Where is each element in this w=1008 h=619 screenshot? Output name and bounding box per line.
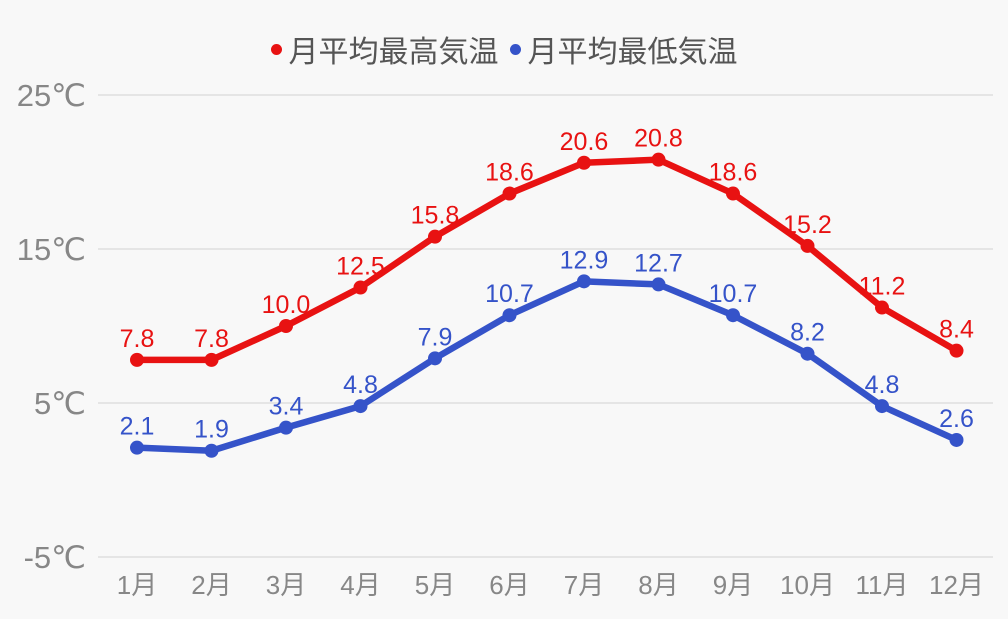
x-axis-tick-label: 9月 [713, 570, 753, 600]
x-axis-tick-label: 10月 [780, 570, 835, 600]
data-point-value-label: 3.4 [269, 393, 304, 421]
data-point-value-label: 2.1 [120, 413, 155, 441]
data-point-marker [577, 155, 591, 170]
data-point-marker [502, 186, 517, 201]
data-point-marker [875, 399, 889, 414]
data-point-marker [428, 229, 442, 244]
data-point-value-label: 10.7 [485, 280, 534, 308]
data-point-marker [130, 352, 144, 367]
legend-min-temp-label: 月平均最低気温 [527, 36, 738, 69]
data-point-value-label: 20.6 [560, 128, 609, 156]
data-point-value-label: 20.8 [634, 125, 683, 153]
data-point-value-label: 18.6 [709, 159, 758, 187]
x-axis-tick-label: 11月 [856, 570, 909, 600]
data-point-marker [651, 277, 666, 292]
legend-max-temp-dot-icon [270, 43, 282, 55]
data-point-marker [130, 440, 144, 455]
data-point-value-label: 12.5 [336, 253, 385, 281]
data-point-value-label: 12.9 [560, 246, 609, 274]
x-axis-tick-label: 8月 [638, 570, 678, 600]
data-point-marker [353, 280, 368, 295]
x-axis-tick-label: 12月 [929, 570, 984, 600]
data-point-marker [651, 152, 666, 167]
data-point-value-label: 8.2 [790, 319, 825, 347]
x-axis-tick-label: 3月 [266, 570, 306, 600]
legend-min-temp-dot-icon [509, 43, 521, 55]
y-axis-tick-label: -5℃ [24, 540, 86, 575]
data-point-marker [428, 351, 442, 366]
x-axis-tick-label: 2月 [191, 570, 231, 600]
data-point-value-label: 7.8 [194, 325, 229, 353]
data-point-value-label: 7.9 [418, 323, 453, 351]
data-point-marker [204, 352, 219, 367]
data-point-value-label: 7.8 [120, 325, 155, 353]
x-axis-tick-label: 7月 [564, 570, 604, 600]
x-axis-tick-label: 4月 [340, 570, 380, 600]
data-point-marker [279, 420, 293, 435]
y-axis-tick-label: 5℃ [34, 386, 86, 421]
data-point-value-label: 12.7 [634, 249, 683, 277]
data-point-marker [800, 238, 815, 253]
data-point-value-label: 11.2 [859, 273, 906, 301]
data-point-value-label: 8.4 [939, 316, 974, 344]
data-point-marker [949, 343, 964, 358]
series-line-1 [133, 278, 960, 454]
x-axis-tick-label: 5月 [415, 570, 455, 600]
data-point-marker [726, 308, 740, 323]
data-point-value-label: 2.6 [939, 405, 974, 433]
x-axis-tick-label: 1月 [117, 570, 157, 600]
data-point-value-label: 15.8 [411, 202, 460, 230]
data-point-value-label: 15.2 [783, 211, 832, 239]
data-point-marker [279, 319, 293, 333]
data-point-marker [726, 186, 740, 201]
series-line-0 [133, 156, 960, 364]
chart-legend: 月平均最高気温 月平均最低気温 [0, 27, 1008, 71]
data-point-marker [577, 274, 591, 289]
data-point-value-label: 18.6 [485, 159, 534, 187]
data-point-marker [875, 300, 889, 315]
data-point-value-label: 10.7 [709, 280, 758, 308]
x-axis-tick-label: 6月 [489, 570, 529, 600]
legend-item-monthly-avg-high[interactable]: 月平均最高気温 [270, 27, 499, 71]
data-point-value-label: 1.9 [194, 416, 229, 444]
legend-max-temp-label: 月平均最高気温 [288, 36, 499, 69]
data-point-marker [353, 399, 368, 414]
data-point-marker [204, 443, 219, 458]
data-point-value-label: 4.8 [865, 371, 900, 399]
y-axis-tick-label: 15℃ [17, 232, 86, 267]
legend-item-monthly-avg-low[interactable]: 月平均最低気温 [509, 27, 738, 71]
data-point-marker [949, 432, 964, 447]
data-point-value-label: 10.0 [262, 291, 311, 319]
data-point-marker [502, 308, 517, 323]
data-point-value-label: 4.8 [343, 371, 378, 399]
y-axis-tick-label: 25℃ [17, 78, 86, 113]
data-point-marker [800, 346, 815, 361]
